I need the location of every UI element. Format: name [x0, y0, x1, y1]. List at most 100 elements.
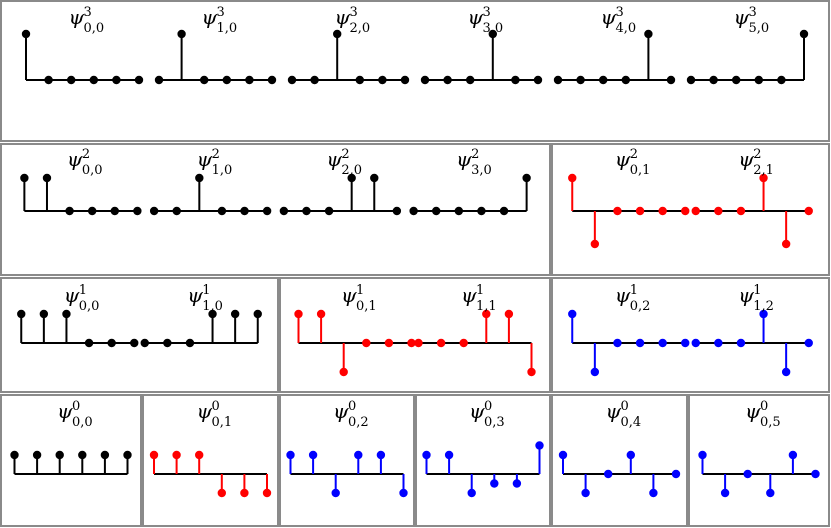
- basis-label-sub: 3,0: [483, 21, 504, 36]
- basis-label: ψ: [745, 399, 761, 423]
- stem-marker: [17, 309, 26, 319]
- stem-marker: [466, 75, 475, 85]
- basis-label: ψ: [67, 147, 83, 171]
- basis-label-sup: 1: [476, 283, 484, 298]
- basis-label: ψ: [57, 399, 73, 423]
- stem-marker: [262, 488, 272, 498]
- stem-marker: [590, 367, 600, 377]
- basis-label-sub: 0,0: [84, 21, 105, 36]
- stem-marker: [522, 173, 531, 183]
- basis-label-sup: 1: [630, 283, 638, 298]
- stem-marker: [392, 206, 402, 216]
- stem-marker: [444, 450, 454, 460]
- panel-border: [142, 394, 279, 527]
- stem-marker: [512, 479, 522, 488]
- stem-marker: [400, 75, 410, 85]
- stem-marker: [308, 450, 318, 460]
- stem-marker: [302, 206, 311, 216]
- stem-marker: [459, 338, 468, 348]
- stem-marker: [200, 75, 209, 85]
- stem-marker: [443, 75, 452, 85]
- stem-marker: [149, 206, 159, 216]
- stem-marker: [482, 309, 491, 319]
- basis-label-sub: 0,4: [621, 415, 642, 430]
- basis-label-sup: 3: [616, 5, 624, 20]
- stem-marker: [658, 206, 667, 216]
- stem-marker: [788, 450, 798, 460]
- stem-marker: [65, 206, 74, 216]
- panel-border: [279, 277, 551, 393]
- stem-marker: [279, 206, 289, 216]
- stem-marker: [177, 29, 186, 39]
- stem-marker: [245, 75, 254, 85]
- stem-marker: [422, 450, 431, 460]
- stem-marker: [112, 75, 121, 85]
- panel-border: [551, 277, 830, 393]
- stem-marker: [217, 488, 226, 498]
- basis-label-sub: 2,0: [341, 163, 362, 178]
- panel-border: [415, 394, 551, 527]
- stem-marker: [267, 75, 277, 85]
- stem-marker: [39, 309, 49, 319]
- basis-label-sub: 0,3: [484, 415, 505, 430]
- panel-border: [0, 143, 551, 276]
- stem-marker: [163, 338, 172, 348]
- stem-marker: [781, 239, 791, 249]
- stem-marker: [89, 75, 99, 85]
- stem-marker: [355, 75, 364, 85]
- stem-marker: [681, 206, 690, 216]
- stem-marker: [490, 479, 499, 488]
- basis-label: ψ: [335, 5, 351, 29]
- stem-marker: [533, 75, 543, 85]
- panel-border: [551, 143, 830, 276]
- stem-marker: [671, 469, 681, 479]
- stem-marker: [67, 75, 76, 85]
- basis-label: ψ: [738, 147, 754, 171]
- basis-label-sub: 0,1: [630, 163, 651, 178]
- basis-label: ψ: [615, 147, 631, 171]
- stem-marker: [777, 75, 786, 85]
- panel-border: [0, 394, 142, 527]
- stem-marker: [20, 173, 29, 183]
- basis-label: ψ: [202, 5, 218, 29]
- basis-label-sup: 3: [350, 5, 358, 20]
- stem-marker: [799, 29, 809, 39]
- stem-marker: [172, 206, 181, 216]
- basis-label-sub: 1,0: [212, 163, 233, 178]
- stem-marker: [658, 338, 667, 348]
- stem-marker: [759, 173, 768, 183]
- stem-marker: [720, 488, 730, 498]
- basis-label-sup: 3: [749, 5, 757, 20]
- basis-label: ψ: [461, 283, 477, 307]
- stem-marker: [100, 450, 110, 460]
- stem-marker: [10, 450, 19, 460]
- stem-marker: [384, 338, 394, 348]
- basis-label-sup: 1: [202, 283, 210, 298]
- stem-marker: [568, 309, 577, 319]
- stem-marker: [714, 206, 723, 216]
- stem-marker: [399, 488, 408, 498]
- basis-label: ψ: [601, 5, 617, 29]
- basis-label: ψ: [187, 283, 203, 307]
- basis-label-sub: 1,0: [202, 299, 223, 314]
- basis-label-sub: 0,1: [212, 415, 233, 430]
- basis-label-sup: 0: [212, 399, 220, 414]
- stem-marker: [576, 75, 585, 85]
- basis-label-sup: 0: [72, 399, 80, 414]
- stem-marker: [467, 488, 476, 498]
- stem-marker: [488, 29, 497, 39]
- stem-marker: [294, 309, 303, 319]
- stem-marker: [511, 75, 520, 85]
- basis-label: ψ: [456, 147, 472, 171]
- basis-label: ψ: [468, 5, 484, 29]
- basis-label-sup: 2: [341, 147, 349, 162]
- stem-marker: [44, 75, 53, 85]
- stem-marker: [324, 206, 334, 216]
- stem-marker: [21, 29, 31, 39]
- stem-marker: [781, 367, 791, 377]
- basis-label-sub: 5,0: [749, 21, 770, 36]
- basis-label-sub: 0,1: [356, 299, 377, 314]
- stem-marker: [754, 75, 763, 85]
- stem-marker: [499, 206, 509, 216]
- stem-marker: [347, 173, 356, 183]
